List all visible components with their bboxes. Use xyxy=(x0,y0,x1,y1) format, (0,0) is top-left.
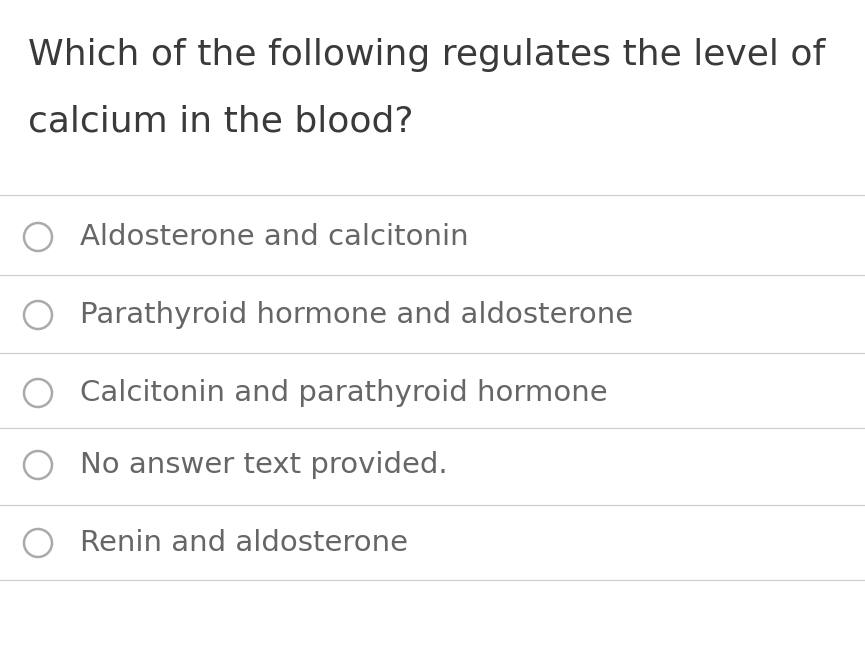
Text: Parathyroid hormone and aldosterone: Parathyroid hormone and aldosterone xyxy=(80,301,633,329)
Text: Calcitonin and parathyroid hormone: Calcitonin and parathyroid hormone xyxy=(80,379,607,407)
Text: calcium in the blood?: calcium in the blood? xyxy=(28,105,413,139)
Text: No answer text provided.: No answer text provided. xyxy=(80,451,447,479)
Text: Which of the following regulates the level of: Which of the following regulates the lev… xyxy=(28,38,825,72)
Text: Renin and aldosterone: Renin and aldosterone xyxy=(80,529,408,557)
Text: Aldosterone and calcitonin: Aldosterone and calcitonin xyxy=(80,223,469,251)
